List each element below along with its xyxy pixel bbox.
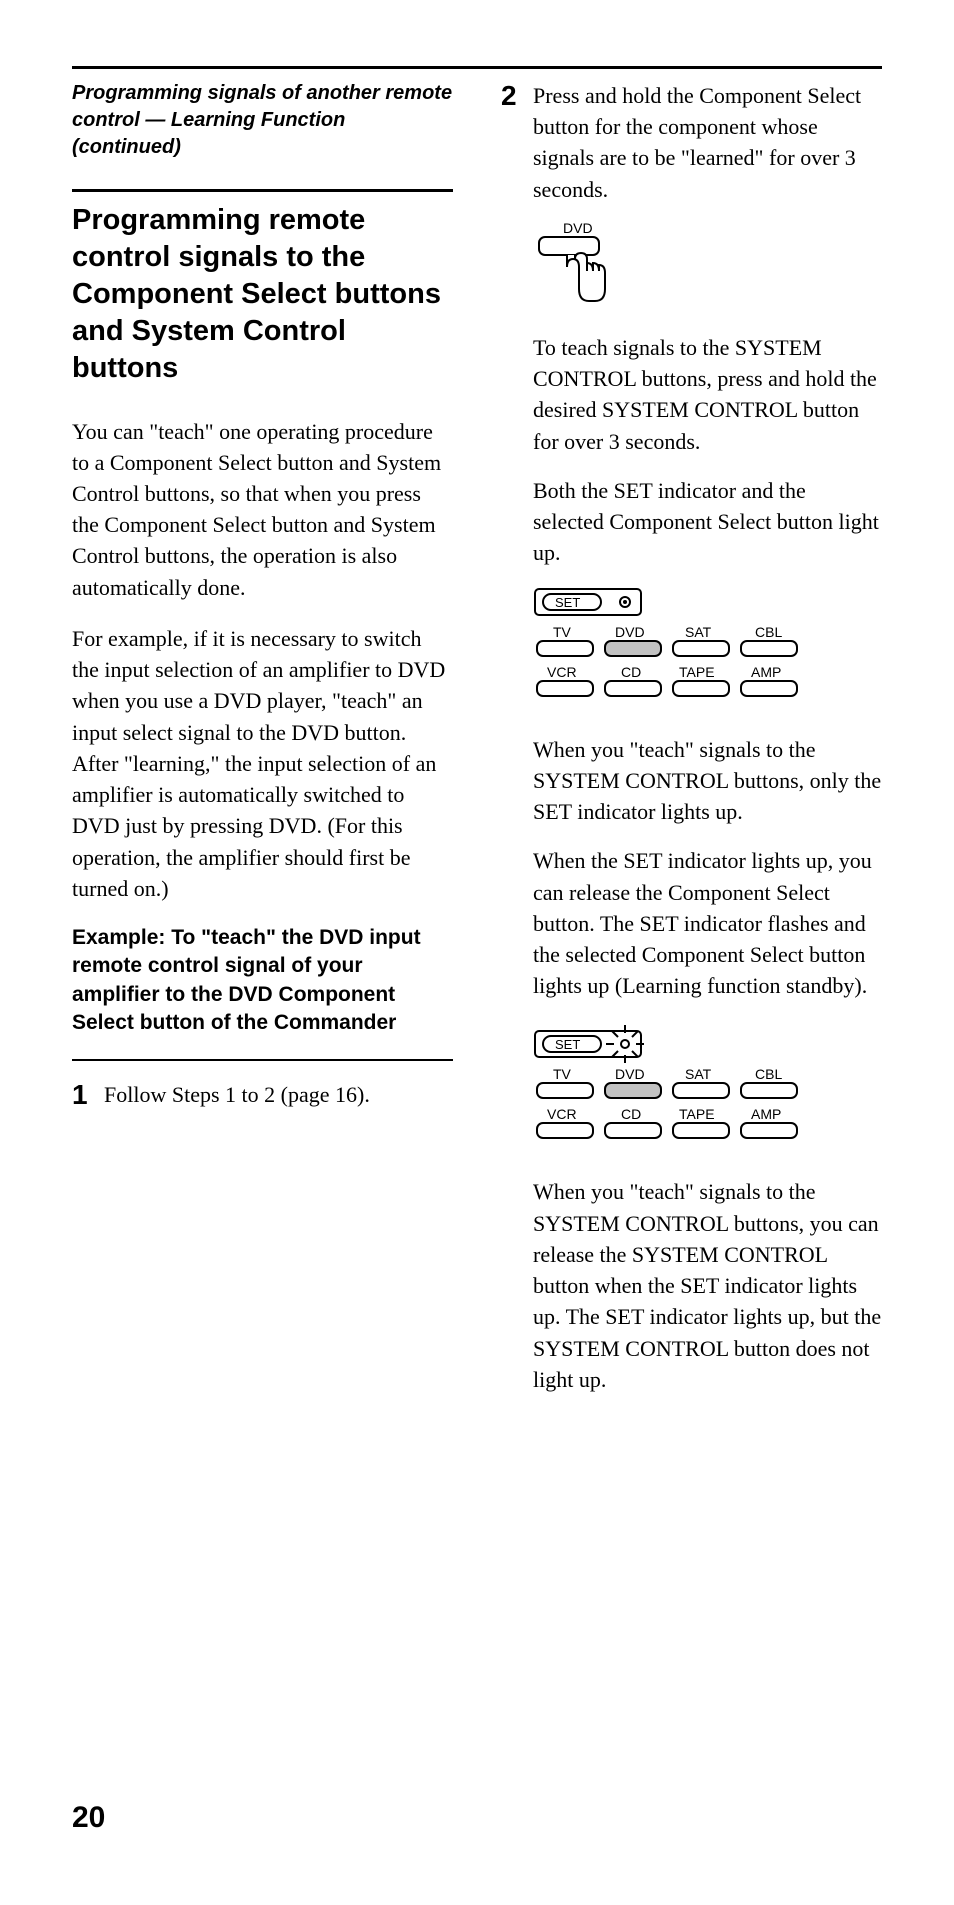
button-grid-set-flashing: SET TV DVD SAT CBL <box>533 1019 882 1154</box>
section-divider <box>72 189 453 192</box>
left-column: Programming signals of another remote co… <box>72 80 453 1413</box>
dvd-press-diagram: DVD <box>533 219 882 314</box>
step-1-number: 1 <box>72 1081 92 1109</box>
svg-text:SET: SET <box>555 595 580 610</box>
svg-text:DVD: DVD <box>615 1066 645 1082</box>
page-top-rule <box>72 66 882 69</box>
step-1-text: Follow Steps 1 to 2 (page 16). <box>104 1079 453 1110</box>
svg-text:DVD: DVD <box>615 624 645 640</box>
right-column: 2 Press and hold the Component Select bu… <box>501 80 882 1413</box>
svg-text:TAPE: TAPE <box>679 1106 715 1122</box>
svg-text:SET: SET <box>555 1037 580 1052</box>
intro-paragraph-1: You can "teach" one operating procedure … <box>72 416 453 603</box>
page-number: 20 <box>72 1801 105 1835</box>
step-2-text: Press and hold the Component Select butt… <box>533 80 882 205</box>
two-column-layout: Programming signals of another remote co… <box>72 80 882 1413</box>
thin-divider <box>72 1059 453 1061</box>
button-grid-set-lit: SET TV DVD SAT CBL VCR CD TAPE AMP <box>533 587 882 712</box>
svg-text:SAT: SAT <box>685 624 712 640</box>
svg-text:CD: CD <box>621 1106 641 1122</box>
svg-text:VCR: VCR <box>547 1106 577 1122</box>
svg-text:TAPE: TAPE <box>679 664 715 680</box>
svg-text:VCR: VCR <box>547 664 577 680</box>
svg-text:TV: TV <box>553 624 572 640</box>
dvd-label: DVD <box>563 220 593 236</box>
svg-text:CBL: CBL <box>755 624 782 640</box>
step-2-paragraph-3: Both the SET indicator and the selected … <box>533 475 882 569</box>
svg-text:AMP: AMP <box>751 664 781 680</box>
svg-text:SAT: SAT <box>685 1066 712 1082</box>
section-title: Programming remote control signals to th… <box>72 202 453 388</box>
svg-text:TV: TV <box>553 1066 572 1082</box>
svg-text:CBL: CBL <box>755 1066 782 1082</box>
step-2-paragraph-4: When you "teach" signals to the SYSTEM C… <box>533 734 882 828</box>
step-2: 2 Press and hold the Component Select bu… <box>501 80 882 205</box>
step-2-paragraph-6: When you "teach" signals to the SYSTEM C… <box>533 1176 882 1395</box>
svg-text:CD: CD <box>621 664 641 680</box>
step-1: 1 Follow Steps 1 to 2 (page 16). <box>72 1079 453 1110</box>
step-2-number: 2 <box>501 82 521 110</box>
svg-text:AMP: AMP <box>751 1106 781 1122</box>
intro-paragraph-2: For example, if it is necessary to switc… <box>72 623 453 904</box>
step-2-paragraph-2: To teach signals to the SYSTEM CONTROL b… <box>533 332 882 457</box>
running-head: Programming signals of another remote co… <box>72 80 453 161</box>
step-2-paragraph-5: When the SET indicator lights up, you ca… <box>533 845 882 1001</box>
example-heading: Example: To "teach" the DVD input remote… <box>72 924 453 1037</box>
